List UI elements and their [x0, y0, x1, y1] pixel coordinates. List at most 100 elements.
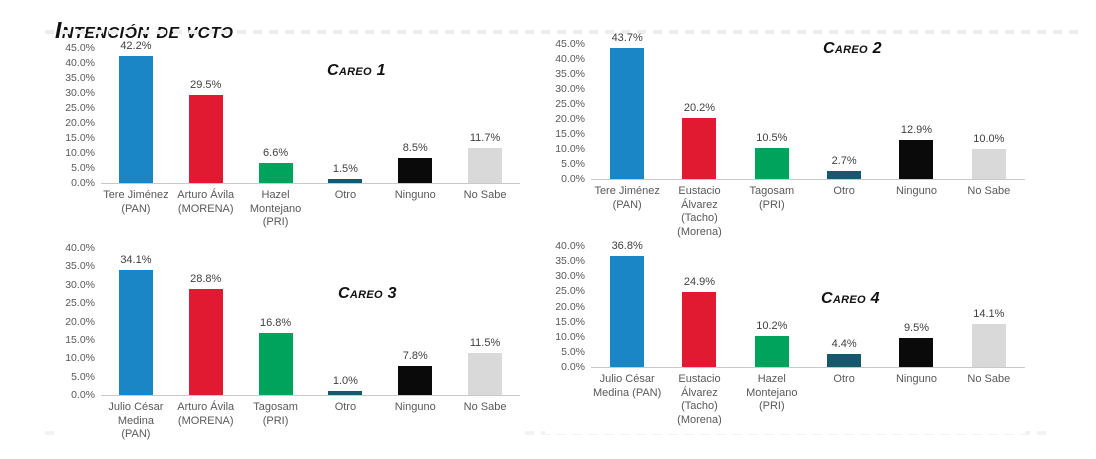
category-label: Julio César Medina (PAN) — [108, 401, 164, 440]
y-tick-label: 35.0% — [65, 72, 95, 84]
y-tick-label: 10.0% — [65, 352, 95, 365]
category-label: No Sabe — [463, 189, 507, 201]
category-label: Ninguno — [895, 373, 937, 385]
y-axis: 0.0% 5.0% 10.0% 15.0% 20.0% 25.0% 30.0% 35.0% 40… — [545, 39, 591, 185]
bar — [468, 147, 503, 183]
bar-value-label: 11.7% — [469, 131, 501, 144]
y-tick-label: 35.0% — [555, 68, 585, 80]
category-label: Ninguno — [895, 185, 937, 197]
y-tick-label: 5.0% — [71, 162, 95, 174]
bar-slot: 36.8% Julio César Medina (PAN) — [591, 240, 663, 399]
y-axis: 0.0% 5.0% 10.0% 15.0% 20.0% 25.0% 30.0% 35.0% 40… — [545, 241, 591, 373]
y-tick-label: 25.0% — [65, 102, 95, 114]
y-tick-label: 0.0% — [71, 389, 95, 401]
bar-slot: 1.0% Otro — [310, 248, 380, 413]
bar-slot: 12.9% Ninguno — [880, 44, 952, 197]
bar-slot: 9.5% Ninguno — [880, 246, 952, 385]
y-tick-label: 45.0% — [65, 42, 95, 54]
chart-title: Careo 3 — [338, 285, 397, 302]
chart-title: Careo 2 — [823, 40, 882, 57]
bar-value-label: 4.4% — [831, 337, 857, 350]
bar — [258, 163, 293, 183]
category-label: No Sabe — [967, 185, 1011, 197]
y-tick-label: 20.0% — [65, 117, 95, 129]
bar-slot: 42.2% Tere Jiménez (PAN) — [101, 40, 171, 214]
category-label: Arturo Ávila (MORENA) — [177, 401, 235, 427]
bar-slot: 8.5% Ninguno — [380, 48, 450, 202]
y-tick-label: 30.0% — [65, 278, 95, 291]
y-tick-label: 15.0% — [65, 333, 95, 346]
bar-value-label: 12.9% — [900, 124, 933, 137]
bar-slot: 11.5% No Sabe — [450, 248, 520, 413]
category-label: Ninguno — [394, 401, 436, 413]
category-label: Eustacio Álvarez (Tacho) (Morena) — [677, 185, 722, 238]
bar-value-label: 11.5% — [469, 336, 501, 349]
bar-value-label: 28.8% — [190, 273, 222, 286]
y-tick-label: 0.0% — [561, 361, 585, 373]
bar-slot: 43.7% Tere Jiménez (PAN) — [591, 32, 663, 211]
y-tick-label: 25.0% — [65, 297, 95, 310]
bar — [682, 291, 717, 367]
y-tick-label: 45.0% — [555, 38, 585, 50]
bar-value-label: 10.2% — [756, 320, 788, 333]
category-label: Julio César Medina (PAN) — [593, 373, 662, 399]
bar — [118, 56, 153, 183]
y-tick-label: 15.0% — [555, 315, 585, 328]
plot-wrap: 0.0% 5.0% 10.0% 15.0% 20.0% 25.0% 30.0% 35.0% 40… — [545, 240, 1025, 426]
bar-slot: 10.2% Hazel Montejano (PRI) — [736, 246, 808, 412]
bar — [827, 353, 862, 367]
y-tick-label: 25.0% — [555, 98, 585, 110]
category-label: No Sabe — [463, 401, 507, 413]
y-tick-label: 40.0% — [65, 242, 95, 254]
bar-slot: 6.6% Hazel Montejano (PRI) — [241, 48, 311, 228]
bar-value-label: 20.2% — [683, 102, 716, 115]
bar — [610, 255, 645, 367]
bar-slot: 7.8% Ninguno — [380, 248, 450, 413]
plot-wrap: 0.0% 5.0% 10.0% 15.0% 20.0% 25.0% 30.0% 35.0% 40… — [545, 32, 1025, 238]
bar — [682, 118, 717, 179]
plot-wrap: 0.0% 5.0% 10.0% 15.0% 20.0% 25.0% 30.0% 35.0% 40… — [55, 40, 520, 228]
bar-slot: 14.1% No Sabe — [953, 246, 1025, 385]
bar-value-label: 36.8% — [611, 239, 643, 252]
bar — [328, 178, 363, 183]
bar-value-label: 29.5% — [190, 78, 222, 91]
bar-slot: 10.5% Tagosam (PRI) — [736, 44, 808, 211]
bar-slot: 34.1% Julio César Medina (PAN) — [101, 248, 171, 440]
chart-careo-4: Careo 4 0.0% 5.0% 10.0% 15.0% 20.0% 25.0% 30.0… — [545, 238, 1025, 434]
category-label: Ninguno — [394, 189, 436, 201]
bar — [971, 324, 1006, 367]
bar — [610, 47, 645, 179]
bar — [258, 333, 293, 395]
bar-slot: 24.9% Eustacio Álvarez (Tacho) (Morena) — [663, 246, 735, 426]
y-tick-label: 25.0% — [555, 285, 585, 298]
bar-slot: 28.8% Arturo Ávila (MORENA) — [171, 248, 241, 426]
bar — [118, 269, 153, 395]
category-label: Otro — [334, 189, 357, 201]
bar-value-label: 1.5% — [332, 162, 358, 175]
y-tick-label: 20.0% — [555, 113, 585, 125]
category-label: Otro — [833, 185, 855, 197]
y-tick-label: 10.0% — [65, 147, 95, 159]
y-tick-label: 30.0% — [555, 270, 585, 283]
chart-careo-2: Careo 2 0.0% 5.0% 10.0% 15.0% 20.0% 25.0% 30.0… — [545, 32, 1025, 238]
y-axis: 0.0% 5.0% 10.0% 15.0% 20.0% 25.0% 30.0% 35.0% 40… — [55, 243, 101, 401]
y-tick-label: 5.0% — [561, 158, 585, 170]
bar-slot: 16.8% Tagosam (PRI) — [241, 248, 311, 426]
bar-value-label: 14.1% — [973, 308, 1005, 321]
chart-title: Careo 1 — [327, 62, 386, 79]
plot-area: 34.1% Julio César Medina (PAN) 28.8% Arturo… — [101, 248, 520, 440]
category-label: Tere Jiménez (PAN) — [594, 185, 660, 211]
y-tick-label: 15.0% — [555, 128, 585, 140]
y-tick-label: 40.0% — [555, 53, 585, 65]
bar — [188, 289, 223, 395]
y-tick-label: 5.0% — [71, 370, 95, 383]
y-tick-label: 40.0% — [65, 57, 95, 69]
bar — [827, 170, 862, 179]
category-label: Otro — [833, 373, 855, 385]
bar-value-label: 43.7% — [611, 31, 643, 44]
bar-slot: 20.2% Eustacio Álvarez (Tacho) (Morena) — [663, 44, 735, 237]
bar-value-label: 6.6% — [263, 147, 289, 160]
bar-value-label: 10.5% — [756, 131, 788, 144]
bar — [398, 366, 433, 395]
